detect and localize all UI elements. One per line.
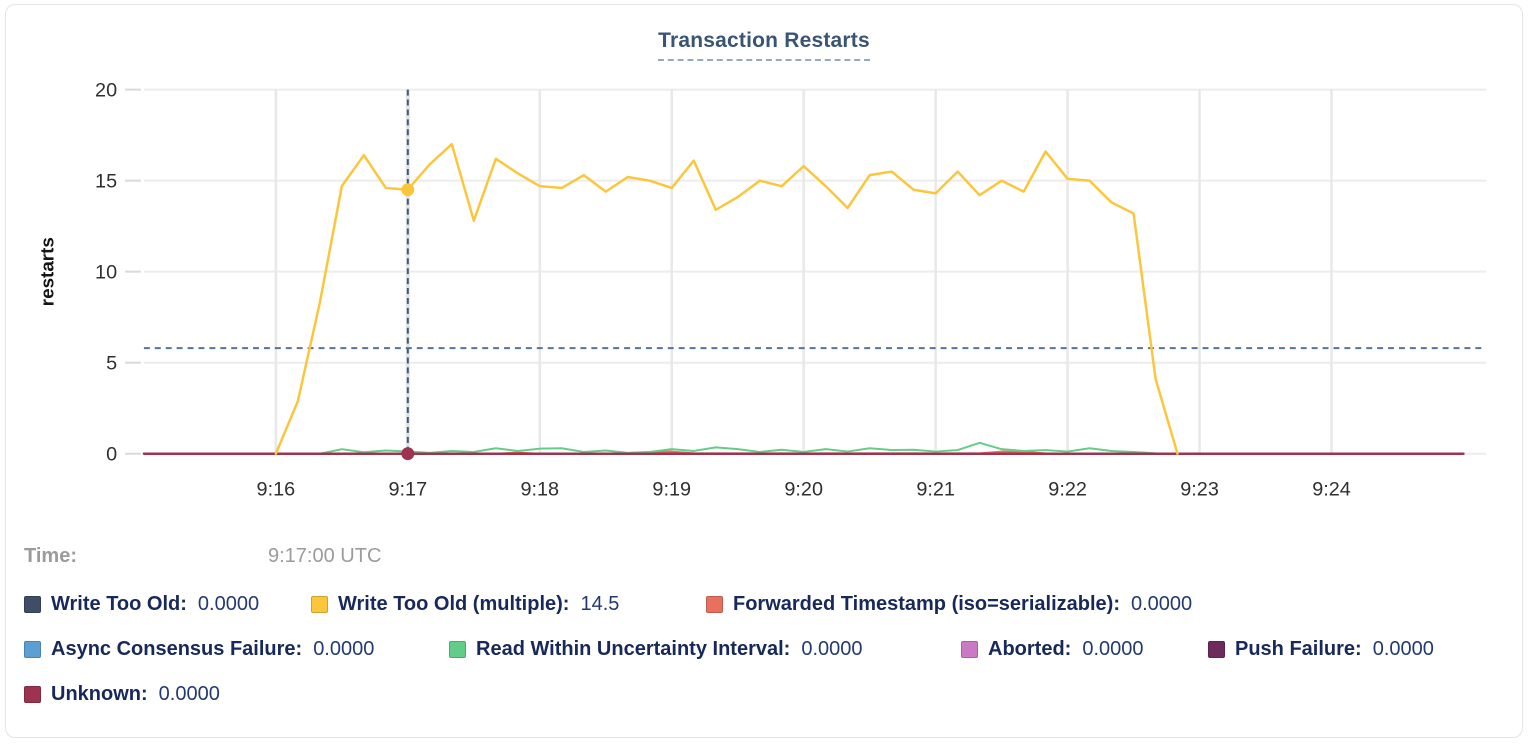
write-too-old-multiple-swatch-icon: [311, 595, 328, 613]
legend-value: 0.0000: [313, 637, 375, 660]
legend-item-push-failure[interactable]: Push Failure: 0.0000: [1208, 636, 1434, 662]
hover-info-panel: Time: 9:17:00 UTC Write Too Old: 0.0000 …: [6, 541, 1522, 731]
legend-item-async-consensus-failure[interactable]: Async Consensus Failure: 0.0000: [24, 636, 374, 662]
legend-label: Read Within Uncertainty Interval:: [476, 637, 791, 660]
push-failure-swatch-icon: [1208, 640, 1225, 658]
legend-item-write-too-old-multiple[interactable]: Write Too Old (multiple): 14.5: [311, 591, 619, 617]
y-axis-label: restarts: [37, 237, 58, 306]
x-tick-label: 9:23: [1180, 478, 1219, 500]
legend-label: Write Too Old (multiple):: [338, 592, 570, 615]
forwarded-timestamp-swatch-icon: [706, 595, 723, 613]
legend-label: Push Failure:: [1235, 637, 1362, 660]
x-tick-label: 9:18: [520, 478, 559, 500]
y-tick-label: 5: [106, 353, 117, 375]
y-tick-label: 10: [95, 262, 117, 284]
read-within-uncertainty-swatch-icon: [449, 640, 466, 658]
legend-label: Aborted:: [988, 637, 1072, 660]
async-consensus-failure-swatch-icon: [24, 640, 41, 658]
y-tick-label: 20: [95, 80, 117, 102]
chart-header: Transaction Restarts: [6, 29, 1522, 65]
legend-label: Async Consensus Failure:: [51, 637, 303, 660]
legend-value: 0.0000: [158, 682, 220, 705]
legend-label: Unknown:: [51, 682, 148, 705]
hover-time-row: Time: 9:17:00 UTC: [6, 545, 1522, 571]
chart-legend: Write Too Old: 0.0000 Write Too Old (mul…: [6, 591, 1522, 731]
legend-item-write-too-old[interactable]: Write Too Old: 0.0000: [24, 591, 259, 617]
x-tick-label: 9:17: [389, 478, 428, 500]
legend-label: Write Too Old:: [51, 592, 187, 615]
x-tick-label: 9:22: [1048, 478, 1087, 500]
legend-item-unknown[interactable]: Unknown: 0.0000: [24, 681, 220, 707]
hover-dot-write-too-old-multiple: [401, 183, 415, 197]
x-tick-label: 9:24: [1312, 478, 1351, 500]
series-line-read-within-uncertainty-interval: [318, 441, 1179, 455]
legend-item-forwarded-timestamp[interactable]: Forwarded Timestamp (iso=serializable): …: [706, 591, 1192, 617]
transaction-restarts-card: Transaction Restarts 0 5 10 15 20 9:16 9:17 9:1…: [5, 4, 1523, 738]
legend-value: 0.0000: [1082, 637, 1144, 660]
legend-value: 0.0000: [1130, 592, 1193, 615]
legend-item-read-within-uncertainty-interval[interactable]: Read Within Uncertainty Interval: 0.0000: [449, 636, 863, 662]
legend-value: 0.0000: [1372, 637, 1434, 660]
legend-item-aborted[interactable]: Aborted: 0.0000: [961, 636, 1144, 662]
aborted-swatch-icon: [961, 640, 978, 658]
write-too-old-swatch-icon: [24, 595, 41, 613]
legend-value: 0.0000: [197, 592, 260, 615]
legend-label: Forwarded Timestamp (iso=serializable):: [733, 592, 1120, 615]
series-line-write-too-old-multiple: [274, 142, 1179, 455]
legend-value: 14.5: [580, 592, 620, 615]
x-tick-label: 9:19: [652, 478, 691, 500]
hover-dot-unknown: [401, 447, 415, 461]
chart-title[interactable]: Transaction Restarts: [658, 29, 870, 61]
x-tick-label: 9:21: [916, 478, 955, 500]
y-tick-label: 15: [95, 171, 117, 193]
x-tick-label: 9:16: [257, 478, 296, 500]
time-label: Time:: [24, 545, 77, 567]
legend-value: 0.0000: [801, 637, 863, 660]
time-value: 9:17:00 UTC: [268, 545, 382, 567]
transaction-restarts-chart[interactable]: 0 5 10 15 20 9:16 9:17 9:18 9:19 9:20 9:21 9:22 9:23…: [6, 65, 1522, 523]
unknown-swatch-icon: [24, 685, 41, 703]
y-tick-label: 0: [106, 444, 117, 466]
x-tick-label: 9:20: [784, 478, 823, 500]
